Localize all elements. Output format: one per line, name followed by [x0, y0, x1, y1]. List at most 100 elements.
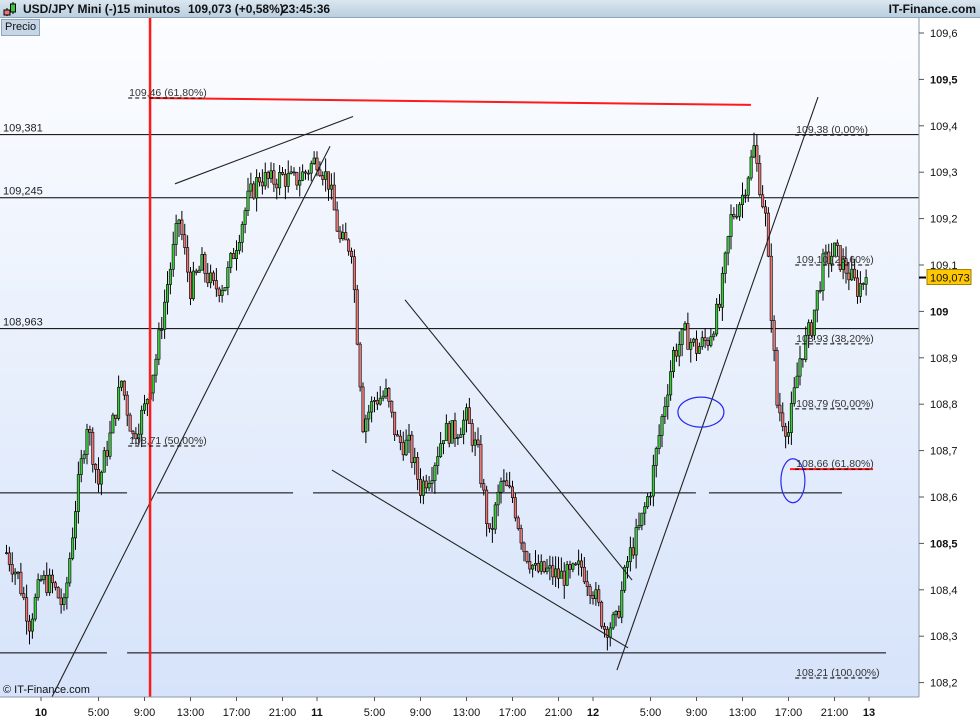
candle-up [818, 290, 822, 292]
candle-down [410, 434, 414, 463]
candle-up [309, 163, 313, 174]
candle-down [212, 272, 216, 281]
candle-down [266, 172, 270, 179]
candle-down [315, 157, 319, 171]
candle-down [424, 480, 428, 489]
candle-up [824, 251, 828, 255]
candle-down [556, 568, 560, 579]
candle-up [255, 177, 259, 199]
candle-up [364, 418, 368, 433]
candle-up [329, 184, 333, 190]
candle-up [168, 268, 172, 285]
candle-down [214, 280, 218, 290]
candle-up [850, 268, 854, 281]
fib-level-label: 109,38 (0,00%) [796, 124, 868, 136]
candle-up [108, 432, 112, 457]
candle-down [574, 563, 578, 566]
candle-up [830, 255, 834, 265]
candle-up [140, 409, 144, 435]
candle-down [338, 230, 342, 240]
candle-up [545, 567, 549, 572]
candle-down [361, 386, 365, 433]
candle-up [85, 429, 89, 455]
horizontal-level-label: 109,381 [3, 123, 43, 135]
candle-down [861, 283, 865, 285]
candle-up [160, 329, 164, 331]
x-tick-label: 5:00 [88, 707, 109, 719]
candle-down [579, 560, 583, 568]
candle-up [404, 439, 408, 456]
last-price-tag [926, 269, 972, 286]
candle-down [344, 232, 348, 241]
candle-up [648, 495, 652, 498]
candle-up [157, 329, 161, 360]
red-level-line [150, 96, 751, 106]
candle-up [76, 474, 80, 512]
candle-down [487, 523, 491, 529]
candle-down [809, 322, 813, 336]
candle-down [758, 163, 762, 196]
candle-down [280, 172, 284, 175]
x-tick-label: 5:00 [364, 707, 385, 719]
candle-up [441, 440, 445, 445]
candle-up [752, 145, 756, 158]
candle-down [551, 565, 555, 578]
candle-up [841, 258, 845, 270]
y-tick-label: 108,6 [930, 492, 958, 504]
candle-down [418, 478, 422, 496]
candle-down [295, 172, 299, 186]
trendline [616, 96, 819, 671]
candle-up [421, 480, 425, 496]
candle-up [720, 273, 724, 308]
candle-down [395, 434, 399, 437]
candle-down [355, 289, 359, 345]
candle-down [232, 253, 236, 259]
candle-up [657, 435, 661, 449]
y-tick-label: 109,1 [930, 260, 958, 272]
candle-up [117, 386, 121, 419]
candle-down [706, 340, 710, 346]
candle-up [628, 547, 632, 563]
candle-down [358, 343, 362, 388]
candle-up [102, 450, 106, 473]
candle-down [467, 407, 471, 424]
candle-down [838, 245, 842, 270]
candle-down [591, 595, 595, 599]
candle-up [209, 272, 213, 284]
y-tick-label: 108,8 [930, 399, 958, 411]
candle-down [326, 171, 330, 190]
candle-down [588, 586, 592, 596]
candle-down [505, 480, 509, 487]
candle-down [582, 566, 586, 583]
candle-up [427, 483, 431, 489]
candle-down [303, 171, 307, 174]
candle-down [600, 601, 604, 627]
candle-down [292, 171, 296, 174]
candle-down [835, 242, 839, 246]
timeframe[interactable]: 15 minutos [117, 2, 181, 16]
copyright: © IT-Finance.com [3, 684, 90, 696]
candle-up [738, 204, 742, 217]
trendline [174, 116, 354, 185]
candle-down [5, 552, 9, 554]
candle-up [249, 183, 253, 192]
candle-up [378, 397, 382, 405]
candle-down [22, 593, 26, 598]
candle-down [94, 464, 98, 470]
candle-down [7, 552, 11, 565]
candle-up [166, 284, 170, 303]
x-tick-label: 9:00 [410, 707, 431, 719]
candle-up [278, 172, 282, 189]
candle-down [784, 426, 788, 437]
candle-up [433, 465, 437, 481]
fib-level-label: 108,66 (61,80%) [796, 458, 874, 470]
candle-up [832, 242, 836, 257]
candle-up [858, 283, 862, 297]
trendline [404, 299, 633, 581]
candle-up [68, 558, 72, 584]
candle-up [174, 223, 178, 245]
candle-down [131, 430, 135, 435]
candle-up [48, 574, 52, 593]
candle-down [306, 172, 310, 175]
